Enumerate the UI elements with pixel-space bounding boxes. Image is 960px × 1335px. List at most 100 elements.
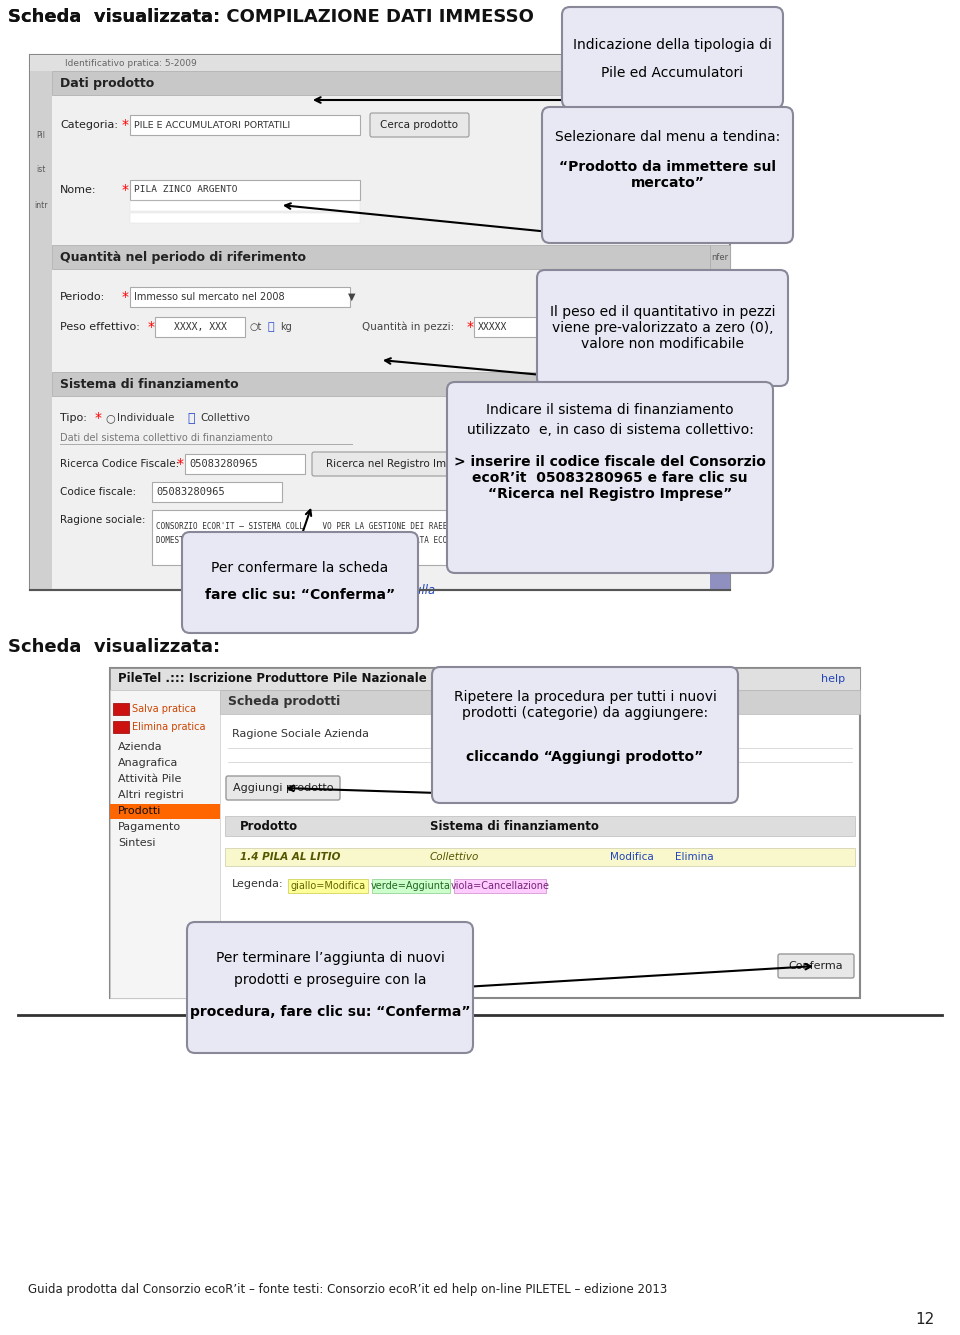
Bar xyxy=(113,721,129,733)
Bar xyxy=(52,372,730,396)
Text: Individuale: Individuale xyxy=(117,413,175,423)
Text: Il peso ed il quantitativo in pezzi
viene pre-valorizzato a zero (0),
valore non: Il peso ed il quantitativo in pezzi vien… xyxy=(550,304,776,351)
Bar xyxy=(130,180,360,200)
Text: PILA ZINCO ARGENTO: PILA ZINCO ARGENTO xyxy=(134,186,237,195)
Bar xyxy=(225,848,855,866)
Text: DOMESTICI E DI UTENTI PROFESSIONALI    MINAZIONE ABBREVIATA ECOR'IT: DOMESTICI E DI UTENTI PROFESSIONALI MINA… xyxy=(156,535,466,545)
Bar xyxy=(130,214,360,223)
Text: 05083280965: 05083280965 xyxy=(189,459,257,469)
Text: Elimina pratica: Elimina pratica xyxy=(132,722,205,732)
Text: Collettivo: Collettivo xyxy=(430,852,479,862)
Text: Sistema di finanziamento: Sistema di finanziamento xyxy=(430,820,599,833)
Text: Scheda  visualizzata:: Scheda visualizzata: xyxy=(8,638,220,655)
Bar xyxy=(152,510,725,565)
Text: Ragione Sociale Azienda: Ragione Sociale Azienda xyxy=(232,729,369,740)
Text: Guida prodotta dal Consorzio ecoR’it – fonte testi: Consorzio ecoR’it ed help on: Guida prodotta dal Consorzio ecoR’it – f… xyxy=(28,1283,667,1296)
Text: R: R xyxy=(717,515,723,525)
Text: Scheda  visualizzata:: Scheda visualizzata: xyxy=(8,8,227,25)
Text: Conferma: Conferma xyxy=(312,583,370,597)
FancyBboxPatch shape xyxy=(370,113,469,138)
Text: 05083280965: 05083280965 xyxy=(156,487,225,497)
FancyBboxPatch shape xyxy=(447,382,773,573)
Text: “Prodotto da immettere sul
mercato”: “Prodotto da immettere sul mercato” xyxy=(559,160,776,190)
Text: *: * xyxy=(122,117,129,132)
Text: intr: intr xyxy=(35,200,48,210)
Text: PileTel .::: Iscrizione Produttore Pile Nazionale: PileTel .::: Iscrizione Produttore Pile … xyxy=(118,673,427,685)
Bar xyxy=(220,690,860,714)
Bar xyxy=(110,690,220,999)
Text: Per terminare l’aggiunta di nuovi: Per terminare l’aggiunta di nuovi xyxy=(216,951,444,965)
Text: Anagrafica: Anagrafica xyxy=(118,758,179,768)
Text: Ricerca nel Registro Imprese: Ricerca nel Registro Imprese xyxy=(326,459,475,469)
Text: Dati prodotto: Dati prodotto xyxy=(60,76,155,89)
Text: Collettivo: Collettivo xyxy=(200,413,250,423)
Text: ist: ist xyxy=(36,166,46,175)
Text: Ricerca Codice Fiscale:: Ricerca Codice Fiscale: xyxy=(60,459,180,469)
Text: prodotti e proseguire con la: prodotti e proseguire con la xyxy=(233,973,426,987)
Text: Scheda  visualizzata: COMPILAZIONE DATI IMMESSO: Scheda visualizzata: COMPILAZIONE DATI I… xyxy=(8,8,534,25)
FancyBboxPatch shape xyxy=(542,107,793,243)
Bar xyxy=(185,454,305,474)
Bar xyxy=(372,878,450,893)
FancyBboxPatch shape xyxy=(226,776,340,800)
Bar xyxy=(52,71,730,95)
Text: ○: ○ xyxy=(105,413,115,423)
Text: Quantità nel periodo di riferimento: Quantità nel periodo di riferimento xyxy=(60,251,306,263)
Bar xyxy=(30,55,730,71)
Bar xyxy=(130,287,350,307)
Bar xyxy=(710,246,730,268)
Text: *: * xyxy=(95,411,102,425)
Text: Identificativo pratica: 5-2009: Identificativo pratica: 5-2009 xyxy=(65,59,197,68)
Text: Quantità in pezzi:: Quantità in pezzi: xyxy=(362,322,454,332)
Text: Pile ed Accumulatori: Pile ed Accumulatori xyxy=(601,65,744,80)
FancyBboxPatch shape xyxy=(562,7,783,108)
Text: Re: Re xyxy=(715,481,725,490)
Text: PILE E ACCUMULATORI PORTATILI: PILE E ACCUMULATORI PORTATILI xyxy=(134,120,290,129)
Text: *: * xyxy=(467,320,474,334)
Text: Prodotti: Prodotti xyxy=(118,806,161,816)
Bar xyxy=(130,115,360,135)
Text: CONSORZIO ECOR'IT – SISTEMA COLL    VO PER LA GESTIONE DEI RAEE D I NUCLEI: CONSORZIO ECOR'IT – SISTEMA COLL VO PER … xyxy=(156,522,498,531)
Text: Altri registri: Altri registri xyxy=(118,790,183,800)
Text: Nome:: Nome: xyxy=(60,186,97,195)
Text: giallo=Modifica: giallo=Modifica xyxy=(291,881,366,890)
Bar xyxy=(130,202,360,211)
Bar xyxy=(474,316,584,336)
Text: Prodotto: Prodotto xyxy=(240,820,299,833)
Text: Immesso sul mercato nel 2008: Immesso sul mercato nel 2008 xyxy=(134,292,284,302)
Bar xyxy=(110,804,220,818)
Text: Elimina: Elimina xyxy=(675,852,713,862)
Text: ▼: ▼ xyxy=(348,292,355,302)
Text: ✓: ✓ xyxy=(299,586,305,594)
FancyBboxPatch shape xyxy=(537,270,788,386)
Text: ○t: ○t xyxy=(250,322,262,332)
Text: Peso effettivo:: Peso effettivo: xyxy=(60,322,140,332)
Bar xyxy=(52,246,710,268)
Text: > inserire il codice fiscale del Consorzio
ecoR’it  05083280965 e fare clic su
“: > inserire il codice fiscale del Consorz… xyxy=(454,455,766,501)
Text: Sintesi: Sintesi xyxy=(118,838,156,848)
Bar xyxy=(152,482,282,502)
Bar xyxy=(155,316,245,336)
Text: *: * xyxy=(177,457,184,471)
Text: Selezionare dal menu a tendina:: Selezionare dal menu a tendina: xyxy=(555,129,780,144)
Text: viola=Cancellazione: viola=Cancellazione xyxy=(450,881,549,890)
FancyBboxPatch shape xyxy=(432,668,738,802)
Text: ✕: ✕ xyxy=(378,586,386,594)
Text: kg: kg xyxy=(280,322,292,332)
Text: fare clic su: “Conferma”: fare clic su: “Conferma” xyxy=(204,587,396,602)
FancyBboxPatch shape xyxy=(187,922,473,1053)
Text: XXXXX: XXXXX xyxy=(478,322,508,332)
Bar xyxy=(110,668,860,690)
Text: Indicazione della tipologia di: Indicazione della tipologia di xyxy=(573,37,772,52)
Text: W: W xyxy=(716,446,724,454)
Text: XXXX, XXX: XXXX, XXX xyxy=(174,322,227,332)
Text: 12: 12 xyxy=(916,1312,935,1327)
Text: nfer: nfer xyxy=(711,252,729,262)
Text: Salva pratica: Salva pratica xyxy=(132,704,196,714)
Text: Pagamento: Pagamento xyxy=(118,822,181,832)
Text: *: * xyxy=(148,320,155,334)
Text: Dati del sistema collettivo di finanziamento: Dati del sistema collettivo di finanziam… xyxy=(60,433,273,443)
Bar xyxy=(30,55,730,590)
Bar xyxy=(710,430,730,590)
Bar xyxy=(454,878,546,893)
